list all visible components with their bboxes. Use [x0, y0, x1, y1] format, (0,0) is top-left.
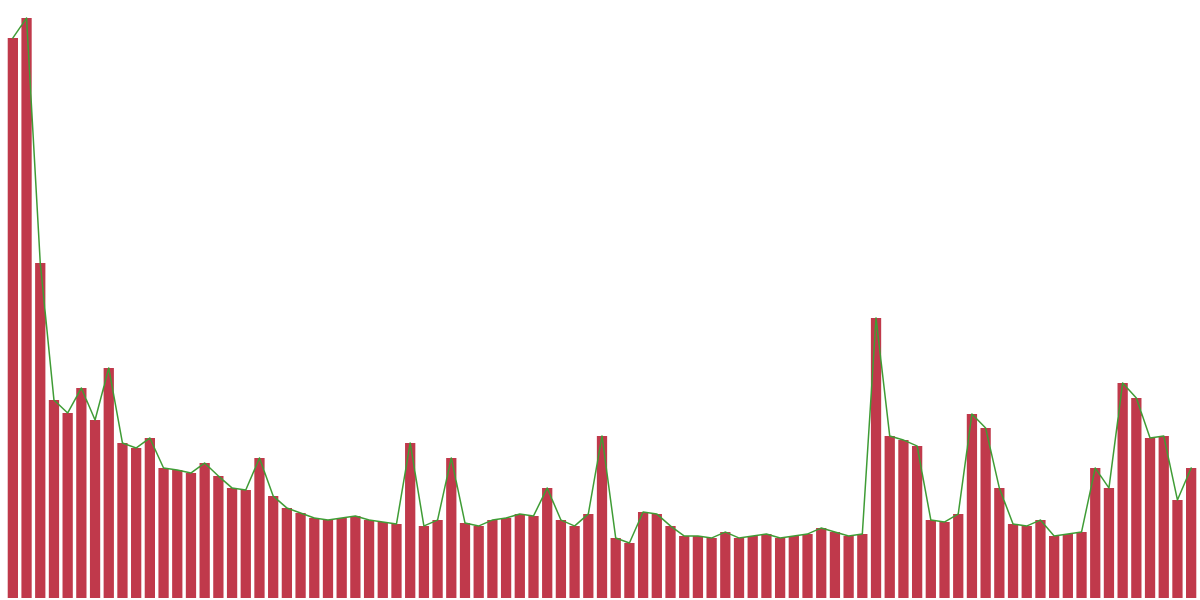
- bar: [926, 520, 936, 598]
- bar: [295, 513, 305, 598]
- bar: [21, 18, 31, 598]
- bar: [720, 532, 730, 598]
- bar: [200, 463, 210, 598]
- bar: [213, 476, 223, 598]
- bar: [391, 524, 401, 598]
- bar: [569, 526, 579, 598]
- bar: [172, 470, 182, 598]
- bar: [939, 522, 949, 598]
- bar: [241, 490, 251, 598]
- bar: [282, 508, 292, 598]
- bar: [186, 473, 196, 598]
- bar: [8, 38, 18, 598]
- bar: [638, 512, 648, 598]
- bar: [63, 413, 73, 598]
- bar: [1186, 468, 1196, 598]
- bar: [49, 400, 59, 598]
- bar: [117, 443, 127, 598]
- bar: [583, 514, 593, 598]
- bar: [1063, 534, 1073, 598]
- bar: [515, 514, 525, 598]
- bar: [309, 518, 319, 598]
- bar: [76, 388, 86, 598]
- bar: [1131, 398, 1141, 598]
- bar: [419, 526, 429, 598]
- bar: [350, 516, 360, 598]
- bar: [90, 420, 100, 598]
- bar: [953, 514, 963, 598]
- bar: [885, 436, 895, 598]
- bar: [131, 448, 141, 598]
- bar: [323, 520, 333, 598]
- bar: [1008, 524, 1018, 598]
- bar: [1159, 436, 1169, 598]
- bar: [857, 534, 867, 598]
- bar: [268, 496, 278, 598]
- bar: [337, 518, 347, 598]
- bar: [446, 458, 456, 598]
- bar: [364, 520, 374, 598]
- bar: [775, 538, 785, 598]
- bar: [474, 526, 484, 598]
- bar: [1049, 536, 1059, 598]
- bar: [104, 368, 114, 598]
- bar: [487, 520, 497, 598]
- bar: [542, 488, 552, 598]
- bar: [706, 538, 716, 598]
- bar: [35, 263, 45, 598]
- bar: [802, 534, 812, 598]
- bar: [652, 514, 662, 598]
- bar: [1145, 438, 1155, 598]
- bar: [611, 538, 621, 598]
- bar: [665, 526, 675, 598]
- bar: [898, 440, 908, 598]
- bar: [378, 522, 388, 598]
- bar: [145, 438, 155, 598]
- bar: [748, 536, 758, 598]
- bar: [556, 520, 566, 598]
- bar: [528, 516, 538, 598]
- bar: [734, 538, 744, 598]
- bar: [254, 458, 264, 598]
- bar: [158, 468, 168, 598]
- bar: [1104, 488, 1114, 598]
- bar: [693, 536, 703, 598]
- bar: [1035, 520, 1045, 598]
- bar: [871, 318, 881, 598]
- bar: [830, 532, 840, 598]
- bar: [761, 534, 771, 598]
- bar: [432, 520, 442, 598]
- combined-bar-line-chart: [0, 0, 1200, 600]
- bar: [980, 428, 990, 598]
- bar: [227, 488, 237, 598]
- bar: [460, 523, 470, 598]
- bar: [843, 536, 853, 598]
- bar: [789, 536, 799, 598]
- bar: [501, 518, 511, 598]
- bar: [1022, 526, 1032, 598]
- bar: [994, 488, 1004, 598]
- bar: [1076, 532, 1086, 598]
- bar: [816, 528, 826, 598]
- bar: [624, 543, 634, 598]
- bar: [1172, 500, 1182, 598]
- bar: [679, 536, 689, 598]
